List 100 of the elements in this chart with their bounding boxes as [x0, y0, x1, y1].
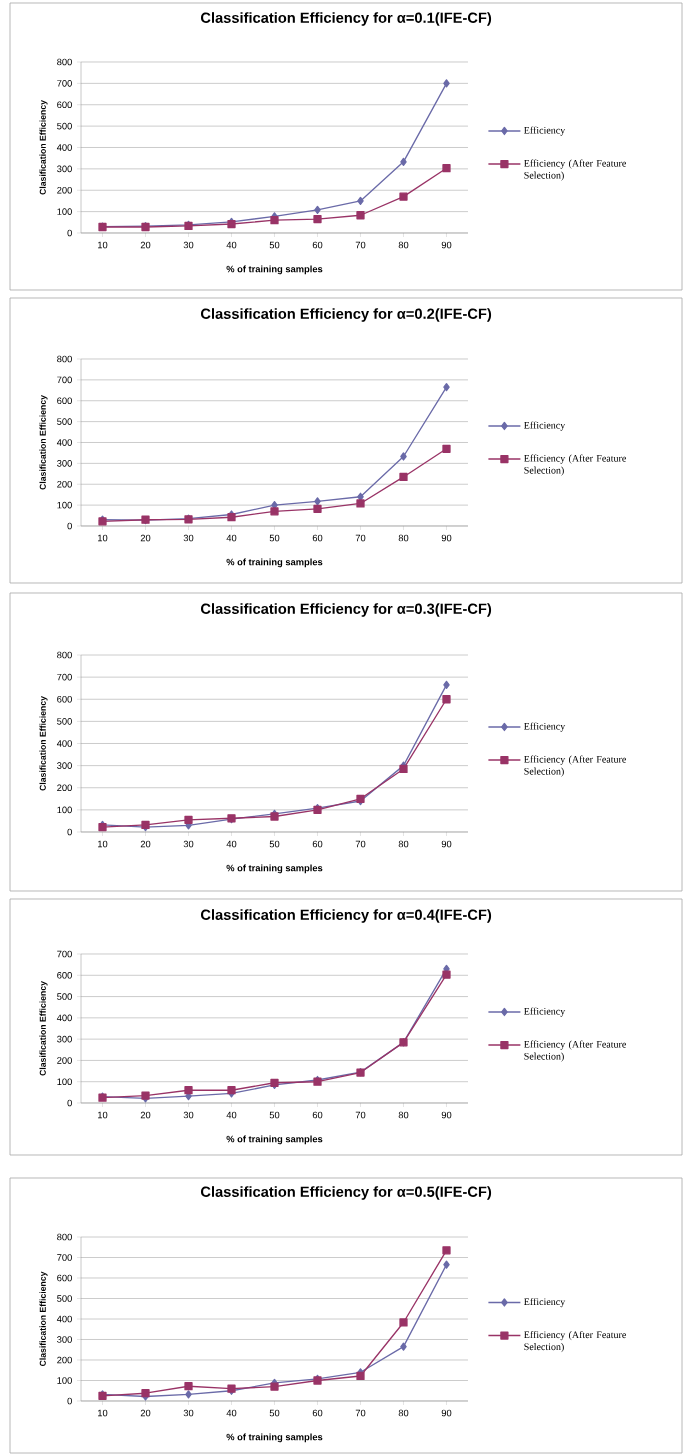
y-tick-label: 200 — [57, 1057, 72, 1064]
y-tick-label: 300 — [57, 460, 72, 467]
y-tick-label: 500 — [57, 993, 72, 1000]
x-tick-label: 20 — [140, 1111, 151, 1119]
legend-label: Efficiency (After Feature Selection) — [524, 454, 626, 476]
y-axis-title: Clasification Efficiency — [39, 100, 48, 195]
y-tick-label: 100 — [57, 806, 72, 814]
x-tick-label: 80 — [398, 241, 409, 249]
legend-label: Efficiency (After Feature Selection) — [524, 1040, 626, 1062]
y-tick-label: 400 — [56, 740, 72, 747]
chart-title: Classification Efficiency for α=0.1(IFE-CF) — [200, 12, 492, 26]
y-tick-label: 0 — [67, 828, 72, 836]
x-tick-label: 10 — [98, 241, 108, 249]
x-tick-label: 90 — [441, 534, 452, 542]
y-tick-label: 700 — [57, 673, 72, 681]
x-tick-label: 90 — [441, 241, 452, 249]
y-axis-title: Clasification Efficiency — [39, 981, 48, 1076]
x-tick-label: 70 — [355, 241, 366, 249]
x-tick-label: 50 — [269, 840, 280, 848]
chart-title: Classification Efficiency for α=0.5(IFE-CF) — [200, 1186, 492, 1200]
x-tick-label: 10 — [98, 840, 108, 848]
x-tick-label: 60 — [312, 534, 323, 542]
x-tick-label: 30 — [183, 241, 194, 249]
y-tick-label: 800 — [57, 58, 72, 66]
x-tick-label: 90 — [441, 1111, 452, 1119]
y-tick-label: 300 — [57, 1035, 72, 1043]
chart-title: Classification Efficiency for α=0.2(IFE-CF) — [200, 308, 492, 322]
x-tick-label: 50 — [269, 1111, 280, 1119]
x-tick-label: 50 — [269, 241, 280, 249]
x-tick-label: 30 — [183, 840, 194, 848]
legend-label: Efficiency (After Feature Selection) — [524, 159, 626, 181]
y-tick-label: 400 — [56, 1014, 72, 1022]
x-tick-label: 90 — [441, 1409, 452, 1417]
x-tick-label: 80 — [398, 534, 409, 542]
x-tick-label: 10 — [98, 1409, 108, 1417]
x-tick-label: 50 — [269, 534, 280, 542]
x-axis-title: % of training samples — [226, 558, 323, 568]
y-tick-label: 600 — [57, 695, 72, 703]
x-tick-label: 40 — [226, 1111, 237, 1119]
x-tick-label: 60 — [312, 1111, 323, 1119]
x-tick-label: 20 — [140, 1409, 151, 1417]
y-tick-label: 800 — [57, 1233, 72, 1241]
legend-label: Efficiency — [524, 722, 566, 732]
x-tick-label: 20 — [140, 840, 151, 848]
x-axis-title: % of training samples — [226, 265, 323, 275]
x-tick-label: 20 — [140, 241, 151, 249]
x-tick-label: 10 — [98, 1111, 108, 1119]
y-tick-label: 200 — [57, 784, 72, 792]
x-tick-label: 70 — [355, 534, 366, 542]
x-tick-label: 20 — [140, 534, 151, 542]
x-tick-label: 60 — [312, 840, 323, 848]
y-tick-label: 600 — [57, 1274, 72, 1282]
y-tick-label: 0 — [67, 229, 72, 237]
y-axis-title: Clasification Efficiency — [39, 1271, 48, 1367]
y-axis-title: Clasification Efficiency — [39, 696, 48, 791]
legend-label: Efficiency — [524, 1297, 566, 1308]
x-tick-label: 70 — [355, 1111, 366, 1119]
legend-label: Efficiency — [524, 421, 566, 431]
y-tick-label: 600 — [57, 972, 72, 979]
y-tick-label: 400 — [56, 144, 72, 151]
y-tick-label: 800 — [57, 355, 72, 363]
y-tick-label: 100 — [57, 208, 72, 215]
y-tick-label: 700 — [57, 376, 72, 384]
legend-label: Efficiency (After Feature Selection) — [524, 1330, 626, 1353]
x-tick-label: 30 — [183, 1111, 194, 1119]
x-tick-label: 30 — [183, 1409, 194, 1417]
x-tick-label: 70 — [355, 1409, 366, 1417]
x-axis-title: % of training samples — [226, 1433, 323, 1443]
y-tick-label: 500 — [57, 718, 72, 725]
x-tick-label: 80 — [398, 1409, 409, 1417]
y-tick-label: 0 — [67, 1099, 72, 1107]
legend-label: Efficiency — [524, 126, 566, 136]
y-tick-label: 0 — [67, 522, 72, 530]
y-tick-label: 400 — [56, 439, 72, 446]
y-tick-label: 700 — [57, 950, 72, 958]
chart-title: Classification Efficiency for α=0.3(IFE-CF) — [200, 603, 492, 617]
x-tick-label: 40 — [226, 840, 237, 848]
x-tick-label: 90 — [441, 840, 452, 848]
y-tick-label: 500 — [57, 418, 72, 425]
x-tick-label: 40 — [226, 534, 237, 542]
y-tick-label: 600 — [57, 397, 72, 405]
y-tick-label: 800 — [57, 651, 72, 659]
x-tick-label: 80 — [398, 840, 409, 848]
y-tick-label: 100 — [57, 1078, 72, 1086]
chart-title: Classification Efficiency for α=0.4(IFE-CF) — [200, 909, 492, 923]
y-tick-label: 200 — [57, 480, 72, 488]
x-tick-label: 80 — [398, 1111, 409, 1119]
x-tick-label: 60 — [312, 1409, 323, 1417]
x-axis-title: % of training samples — [226, 1135, 323, 1145]
y-tick-label: 300 — [57, 1336, 72, 1343]
y-tick-label: 500 — [57, 1295, 72, 1302]
y-tick-label: 300 — [57, 762, 72, 769]
legend-label: Efficiency (After Feature Selection) — [524, 755, 626, 777]
y-tick-label: 700 — [57, 1254, 72, 1261]
y-axis-title: Clasification Efficiency — [39, 395, 48, 490]
y-tick-label: 0 — [67, 1397, 72, 1405]
y-tick-label: 200 — [57, 1356, 72, 1364]
x-tick-label: 60 — [312, 241, 323, 249]
x-axis-title: % of training samples — [226, 864, 323, 874]
x-tick-label: 40 — [226, 241, 237, 249]
